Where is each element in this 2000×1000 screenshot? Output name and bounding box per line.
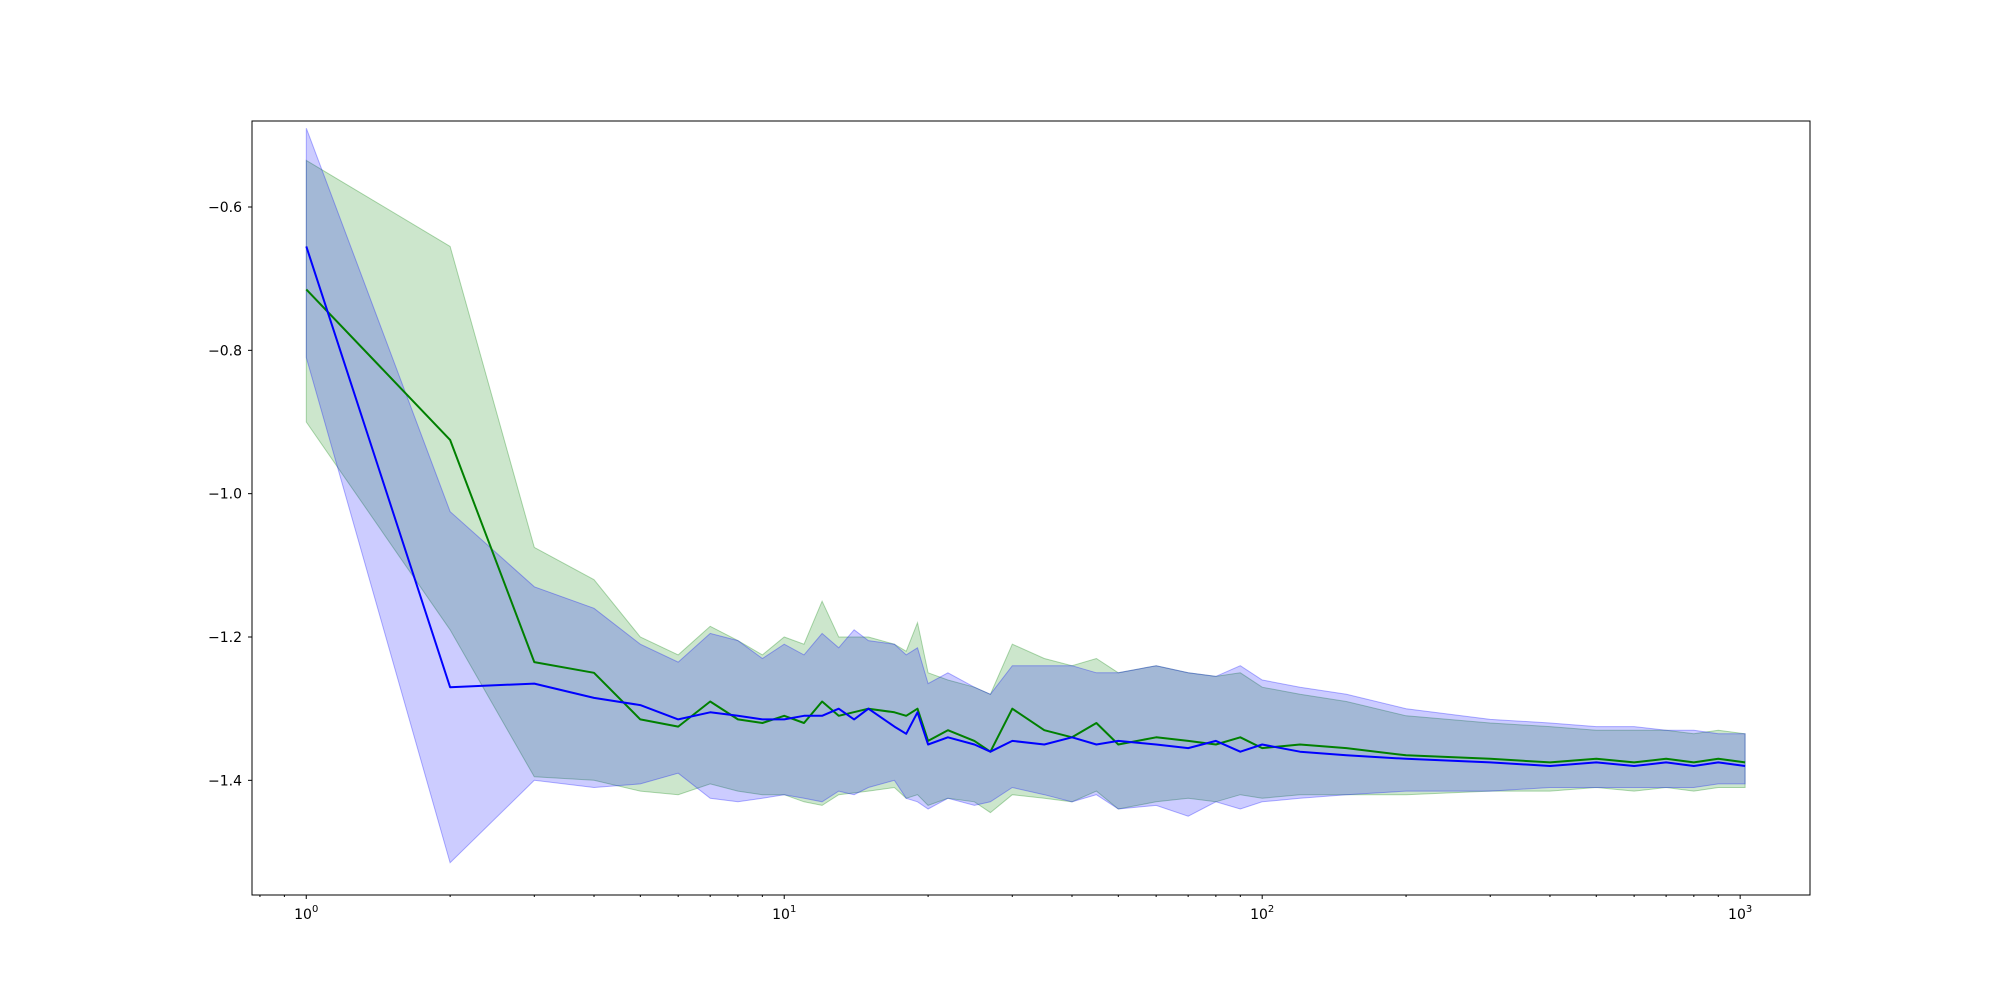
x-tick-label: 100 (294, 904, 318, 923)
x-tick-label: 102 (1250, 904, 1274, 923)
y-axis: −0.6 −0.8 −1.0 −1.2 −1.4 (208, 200, 252, 789)
series-lines (305, 246, 1746, 767)
series-2-line (305, 246, 1746, 767)
x-tick-label: 103 (1728, 904, 1752, 923)
y-tick-label: −0.8 (208, 343, 242, 359)
y-tick-label: −0.6 (208, 200, 242, 216)
series-2-band (305, 128, 1746, 864)
x-tick-label: 101 (772, 904, 796, 923)
y-tick-label: −1.2 (208, 630, 242, 646)
plot-area-frame (251, 120, 1811, 896)
x-axis: 100 101 102 103 (259, 895, 1752, 923)
y-tick-label: −1.4 (208, 773, 242, 789)
y-tick-label: −1.0 (208, 487, 242, 503)
series-1-band (305, 159, 1746, 814)
confidence-bands (305, 128, 1746, 864)
series-1-line (305, 288, 1746, 764)
